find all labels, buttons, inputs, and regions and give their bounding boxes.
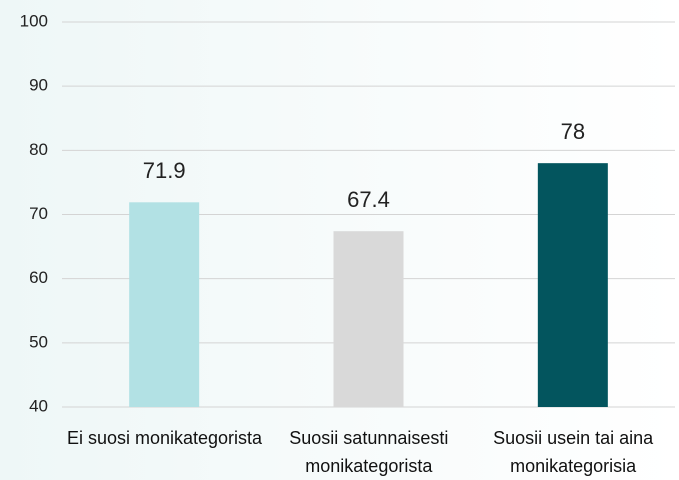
value-label: 67.4: [347, 187, 390, 212]
y-tick-label: 90: [29, 76, 48, 95]
bar: [537, 163, 608, 407]
bar: [333, 231, 404, 407]
y-tick-label: 70: [29, 204, 48, 223]
x-tick-label: Suosii satunnaisesti monikategorista: [289, 428, 449, 476]
bar: [129, 202, 200, 407]
y-tick-label: 60: [29, 268, 48, 287]
y-tick-label: 50: [29, 332, 48, 351]
y-tick-label: 80: [29, 140, 48, 159]
value-label: 78: [561, 119, 585, 144]
value-label: 71.9: [143, 158, 186, 183]
y-tick-label: 100: [20, 11, 48, 30]
x-tick-label: Ei suosi monikategorista: [66, 428, 263, 448]
y-tick-label: 40: [29, 396, 48, 415]
x-tick-label: Suosii usein tai aina monikategorisia: [493, 428, 654, 476]
